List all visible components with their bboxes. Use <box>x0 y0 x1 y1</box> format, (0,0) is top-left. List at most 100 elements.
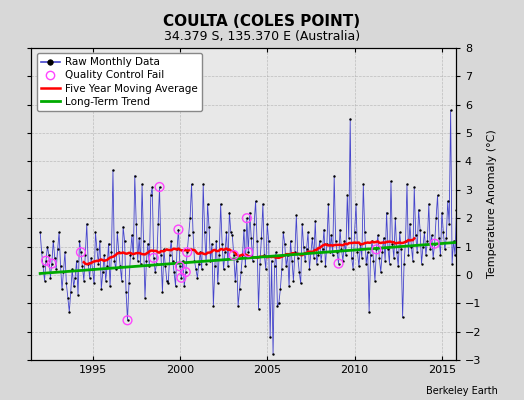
Point <box>285 283 293 290</box>
Point <box>49 238 58 244</box>
Point <box>292 212 301 218</box>
Point <box>324 201 333 207</box>
Point <box>452 206 461 213</box>
Point <box>177 274 185 281</box>
Point <box>432 215 440 221</box>
Point <box>227 229 235 236</box>
Point <box>75 238 84 244</box>
Point <box>429 255 438 261</box>
Point <box>329 252 337 258</box>
Point <box>302 246 311 252</box>
Point <box>171 283 180 290</box>
Point <box>286 238 294 244</box>
Point <box>68 266 77 272</box>
Point <box>276 286 285 292</box>
Point <box>42 258 50 264</box>
Point <box>167 238 176 244</box>
Point <box>279 229 288 236</box>
Point <box>295 269 303 275</box>
Point <box>136 260 145 267</box>
Point <box>205 224 213 230</box>
Point <box>231 277 239 284</box>
Text: Berkeley Earth: Berkeley Earth <box>426 386 498 396</box>
Point <box>138 181 146 187</box>
Point <box>117 277 126 284</box>
Point <box>188 181 196 187</box>
Point <box>392 249 401 256</box>
Point <box>230 252 238 258</box>
Point <box>317 258 325 264</box>
Point <box>190 258 199 264</box>
Point <box>201 229 209 236</box>
Point <box>97 286 105 292</box>
Point <box>416 226 424 233</box>
Point <box>181 269 190 275</box>
Point <box>337 246 346 252</box>
Point <box>173 246 181 252</box>
Point <box>394 263 402 270</box>
Point <box>293 255 302 261</box>
Point <box>352 201 360 207</box>
Point <box>96 238 104 244</box>
Point <box>291 249 299 256</box>
Point <box>246 209 254 216</box>
Point <box>99 269 107 275</box>
Point <box>53 246 62 252</box>
Point <box>100 252 108 258</box>
Point <box>193 274 202 281</box>
Point <box>176 263 184 270</box>
Point <box>330 172 339 179</box>
Point <box>237 269 245 275</box>
Point <box>426 246 434 252</box>
Point <box>43 243 52 250</box>
Point <box>396 229 404 236</box>
Point <box>83 221 91 227</box>
Point <box>450 238 458 244</box>
Point <box>315 238 324 244</box>
Point <box>423 238 432 244</box>
Point <box>152 260 161 267</box>
Point <box>390 255 398 261</box>
Point <box>222 229 231 236</box>
Point <box>254 306 263 312</box>
Point <box>115 249 123 256</box>
Point <box>216 201 225 207</box>
Point <box>410 184 419 190</box>
Point <box>55 229 63 236</box>
Point <box>243 215 251 221</box>
Point <box>307 249 315 256</box>
Point <box>158 289 167 295</box>
Point <box>312 260 321 267</box>
Point <box>311 218 320 224</box>
Point <box>409 258 417 264</box>
Point <box>362 260 370 267</box>
Point <box>243 215 251 221</box>
Point <box>149 255 158 261</box>
Point <box>209 303 217 309</box>
Point <box>265 238 273 244</box>
Point <box>361 229 369 236</box>
Point <box>157 252 165 258</box>
Point <box>321 263 330 270</box>
Point <box>244 249 253 256</box>
Point <box>267 258 276 264</box>
Point <box>174 226 183 233</box>
Point <box>424 201 433 207</box>
Point <box>334 260 343 267</box>
Point <box>144 240 152 247</box>
Point <box>62 280 71 287</box>
Point <box>119 224 127 230</box>
Point <box>417 260 425 267</box>
Point <box>299 243 308 250</box>
Point <box>446 107 455 114</box>
Point <box>332 238 340 244</box>
Point <box>71 274 79 281</box>
Point <box>260 252 268 258</box>
Point <box>91 229 100 236</box>
Point <box>250 221 258 227</box>
Point <box>451 252 459 258</box>
Point <box>369 258 378 264</box>
Point <box>198 266 206 272</box>
Point <box>93 246 101 252</box>
Point <box>257 235 266 241</box>
